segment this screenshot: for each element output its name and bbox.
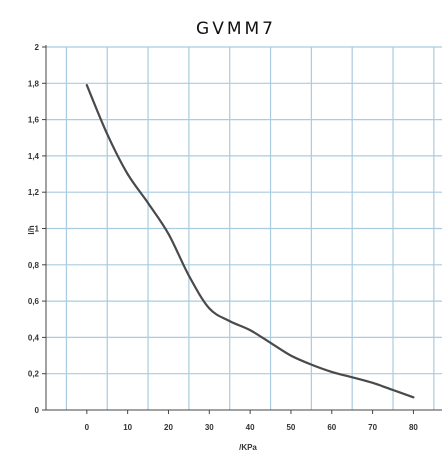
y-tick-label: 1,2 <box>28 188 40 197</box>
y-tick-label: 0,2 <box>28 370 40 379</box>
y-tick-label: 0,4 <box>28 333 40 342</box>
y-tick-label: 2 <box>35 43 40 52</box>
axes <box>42 45 442 414</box>
x-tick-labels: 0 10 20 30 40 50 60 70 80 <box>85 423 419 432</box>
x-tick-label: 30 <box>205 423 214 432</box>
y-tick-label: 0,8 <box>28 261 40 270</box>
x-tick-label: 60 <box>327 423 336 432</box>
chart-title: GVMM7 <box>196 19 276 39</box>
x-tick-label: 70 <box>368 423 377 432</box>
y-tick-label: 1 <box>35 225 40 234</box>
x-tick-label: 10 <box>123 423 132 432</box>
x-tick-label: 80 <box>409 423 418 432</box>
x-tick-label: 0 <box>85 423 90 432</box>
grid <box>46 46 442 410</box>
series-line <box>85 84 415 399</box>
y-tick-label: 1,8 <box>28 79 40 88</box>
y-tick-label: 0 <box>35 406 40 415</box>
y-tick-labels: 0 0,2 0,4 0,6 0,8 1 1,2 1,4 1,6 1,8 2 <box>28 43 40 415</box>
x-tick-label: 40 <box>246 423 255 432</box>
x-axis-label: /KPa <box>239 443 257 452</box>
y-tick-label: 1,4 <box>28 152 40 161</box>
y-tick-label: 0,6 <box>28 297 40 306</box>
y-axis-label: l/h <box>27 225 36 234</box>
y-tick-label: 1,6 <box>28 116 40 125</box>
x-tick-label: 20 <box>164 423 173 432</box>
x-tick-label: 50 <box>286 423 295 432</box>
